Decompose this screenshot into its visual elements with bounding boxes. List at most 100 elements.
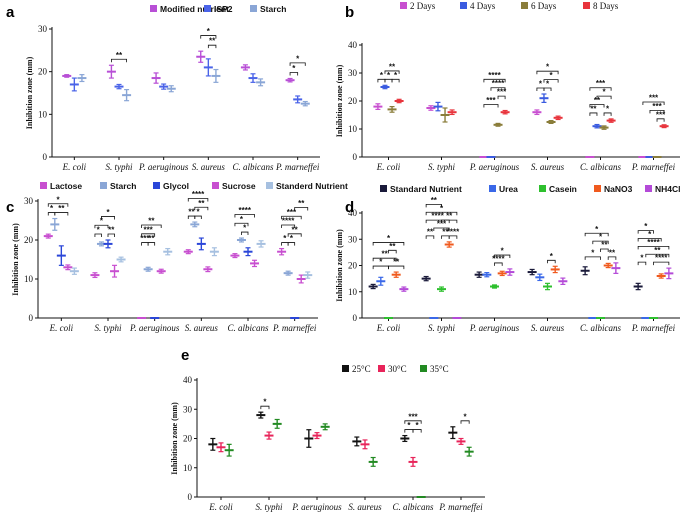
category-label: C. albicans bbox=[580, 162, 621, 172]
significance-label: * bbox=[464, 412, 468, 421]
category-label: P. marneffei bbox=[631, 323, 676, 333]
significance-label: * bbox=[207, 27, 211, 36]
significance-bracket bbox=[592, 240, 609, 245]
legend-swatch bbox=[594, 185, 601, 192]
legend-swatch bbox=[266, 182, 273, 189]
significance-label: * bbox=[546, 63, 550, 72]
significance-label: * bbox=[387, 71, 391, 80]
significance-label: * bbox=[263, 398, 267, 407]
category-label: S. aureus bbox=[531, 162, 565, 172]
significance-label: * bbox=[57, 195, 61, 204]
legend-label: Starch bbox=[260, 4, 286, 14]
y-tick-label: 20 bbox=[183, 434, 193, 444]
significance-label: * bbox=[283, 234, 287, 243]
legend-swatch bbox=[212, 182, 219, 189]
significance-bracket bbox=[388, 249, 397, 254]
legend-swatch bbox=[150, 5, 157, 12]
y-axis-label: Inhibition zone (mm) bbox=[11, 223, 20, 296]
significance-label: * bbox=[648, 230, 652, 239]
significance-bracket bbox=[107, 233, 115, 237]
y-tick-label: 40 bbox=[348, 40, 358, 50]
significance-label: ** bbox=[148, 234, 155, 243]
significance-label: * bbox=[296, 54, 300, 63]
significance-label: *** bbox=[596, 79, 606, 88]
significance-label: *** bbox=[287, 208, 297, 217]
significance-label: * bbox=[243, 224, 247, 233]
legend-label: NH4Cl bbox=[655, 184, 681, 194]
y-tick-label: 40 bbox=[183, 375, 193, 385]
significance-label: *** bbox=[408, 412, 418, 421]
significance-label: * bbox=[290, 234, 294, 243]
significance-label: ** bbox=[298, 199, 305, 208]
y-tick-label: 20 bbox=[24, 235, 34, 245]
y-tick-label: 10 bbox=[183, 463, 193, 473]
significance-label: ** bbox=[654, 246, 661, 255]
significance-bracket bbox=[483, 104, 499, 108]
y-axis-label: Inhibition zone (mm) bbox=[170, 402, 179, 475]
y-tick-label: 0 bbox=[353, 152, 358, 162]
significance-label: ** bbox=[292, 225, 299, 234]
significance-label: ** bbox=[389, 62, 396, 71]
category-label: S. aureus bbox=[348, 502, 382, 512]
significance-label: **** bbox=[647, 238, 660, 247]
y-tick-label: 10 bbox=[24, 274, 34, 284]
category-label: C. albicans bbox=[580, 323, 621, 333]
legend-label: Urea bbox=[499, 184, 518, 194]
category-label: P. aeruginous bbox=[469, 162, 520, 172]
significance-label: ** bbox=[148, 217, 155, 226]
category-label: S. typhi bbox=[256, 502, 283, 512]
y-axis-label: Inhibition zone (mm) bbox=[335, 229, 344, 302]
significance-label: * bbox=[407, 421, 411, 430]
panel-label: d bbox=[345, 199, 354, 216]
significance-label: * bbox=[50, 204, 54, 213]
significance-bracket bbox=[372, 242, 405, 246]
legend-swatch bbox=[40, 182, 47, 189]
legend-label: Standard Nutrient bbox=[390, 184, 462, 194]
legend-swatch bbox=[342, 365, 349, 372]
category-label: C. albicans bbox=[392, 502, 433, 512]
significance-bracket bbox=[637, 238, 662, 242]
legend-label: Casein bbox=[549, 184, 577, 194]
panel-label: a bbox=[6, 4, 15, 21]
significance-bracket bbox=[281, 224, 296, 229]
significance-label: ** bbox=[609, 248, 616, 257]
legend-swatch bbox=[460, 2, 467, 9]
significance-label: ** bbox=[389, 242, 396, 251]
legend-label: Sucrose bbox=[222, 181, 256, 191]
category-label: P. aeruginous bbox=[138, 162, 189, 172]
significance-label: **** bbox=[192, 190, 205, 199]
y-tick-label: 0 bbox=[43, 152, 48, 162]
significance-label: * bbox=[440, 204, 444, 213]
significance-bracket bbox=[194, 206, 209, 211]
legend-label: 25°C bbox=[352, 364, 371, 374]
significance-bracket bbox=[441, 219, 458, 224]
category-label: S. typhi bbox=[106, 162, 133, 172]
legend-label: Starch bbox=[110, 181, 136, 191]
significance-bracket bbox=[637, 230, 654, 234]
legend-label: Lactose bbox=[50, 181, 82, 191]
y-axis-label: Inhibition zone (mm) bbox=[335, 64, 344, 137]
significance-bracket bbox=[543, 87, 552, 91]
y-tick-label: 0 bbox=[188, 492, 193, 502]
legend-swatch bbox=[489, 185, 496, 192]
legend-swatch bbox=[153, 182, 160, 189]
significance-label: * bbox=[539, 80, 543, 89]
legend-swatch bbox=[250, 5, 257, 12]
significance-bracket bbox=[649, 110, 665, 114]
significance-label: *** bbox=[656, 110, 666, 119]
category-label: P. marneffei bbox=[275, 162, 320, 172]
significance-bracket bbox=[287, 233, 302, 237]
significance-bracket bbox=[391, 78, 400, 83]
category-label: E. coli bbox=[62, 162, 87, 172]
category-label: P. aeruginous bbox=[469, 323, 520, 333]
significance-bracket bbox=[637, 261, 647, 266]
significance-bracket bbox=[425, 235, 435, 239]
significance-bracket bbox=[207, 44, 217, 49]
significance-label: * bbox=[640, 254, 644, 263]
significance-label: ** bbox=[446, 212, 453, 221]
category-label: E. coli bbox=[208, 502, 233, 512]
significance-bracket bbox=[637, 245, 670, 250]
category-label: C. albicans bbox=[227, 323, 268, 333]
significance-bracket bbox=[241, 231, 249, 236]
legend-label: 4 Days bbox=[470, 1, 496, 11]
